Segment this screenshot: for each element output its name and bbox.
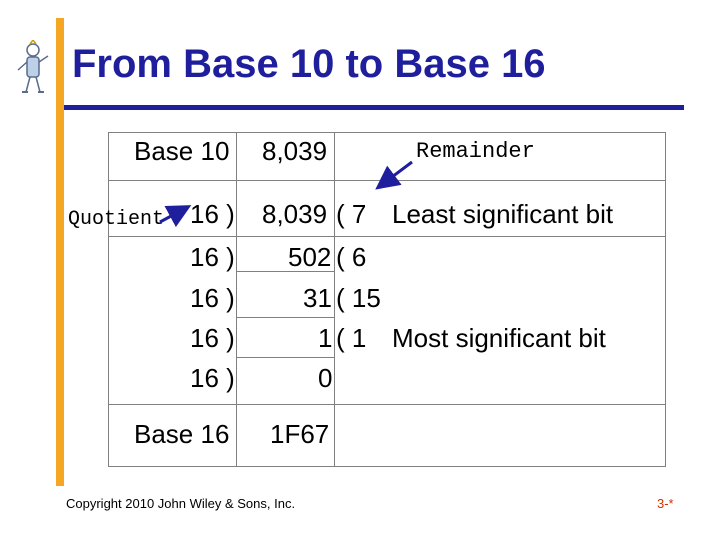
remainder: ( 7: [336, 199, 367, 229]
dividend: 502: [288, 242, 332, 272]
divisor: 16 ): [190, 242, 235, 272]
table-divider-left: [236, 132, 237, 467]
quotient-label: Quotient: [68, 208, 165, 231]
base16-label: Base 16: [134, 419, 230, 449]
base16-value: 1F67: [270, 419, 330, 449]
bit-note: Least significant bit: [392, 199, 614, 229]
mascot-figure-icon: [17, 40, 49, 93]
division-bar-2: [236, 271, 334, 272]
remainder: ( 1: [336, 323, 367, 353]
result-rule: [108, 404, 666, 405]
base10-value: 8,039: [262, 136, 328, 166]
dividend: 8,039: [262, 199, 328, 229]
remainder: ( 15: [336, 283, 381, 313]
accent-vertical-bar: [56, 18, 64, 486]
divisor: 16 ): [190, 363, 235, 393]
remainder: ( 6: [336, 242, 367, 272]
title-underline-rule: [64, 105, 684, 110]
dividend: 31: [303, 283, 332, 313]
divisor: 16 ): [190, 283, 235, 313]
row-rule-1: [108, 236, 666, 237]
divisor: 16 ): [190, 323, 235, 353]
dividend: 0: [318, 363, 333, 393]
base10-label: Base 10: [134, 136, 230, 166]
division-bar-3: [236, 317, 334, 318]
remainder-label: Remainder: [416, 139, 535, 164]
copyright-footer: Copyright 2010 John Wiley & Sons, Inc.: [66, 496, 296, 511]
table-divider-right: [334, 132, 335, 467]
table-header-rule: [108, 180, 666, 181]
page-number: 3-*: [657, 496, 674, 511]
division-bar-4: [236, 357, 334, 358]
slide-title: From Base 10 to Base 16: [72, 42, 546, 86]
bit-note: Most significant bit: [392, 323, 606, 353]
conversion-table: [108, 132, 666, 467]
divisor: 16 ): [190, 199, 235, 229]
dividend: 1: [318, 323, 333, 353]
